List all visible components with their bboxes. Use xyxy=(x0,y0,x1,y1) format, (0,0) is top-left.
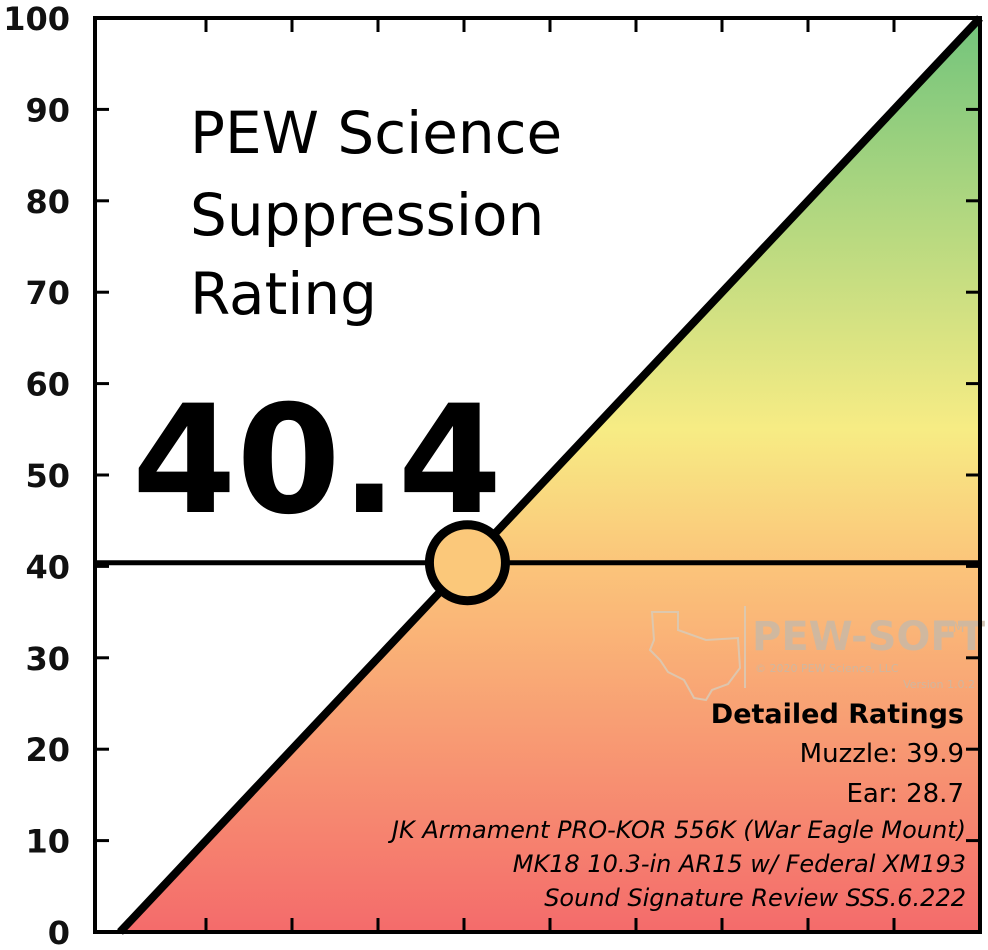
x-axis-ticks xyxy=(204,18,982,932)
y-tick-label: 20 xyxy=(25,731,70,769)
texas-outline-icon xyxy=(648,611,742,702)
y-tick-label: 100 xyxy=(3,0,70,38)
y-tick-label: 10 xyxy=(25,823,70,861)
rating-marker xyxy=(424,520,510,606)
chart-title-line-1: PEW Science xyxy=(190,99,562,167)
y-axis-ticks xyxy=(95,16,980,934)
detail-line-suppressor: JK Armament PRO-KOR 556K (War Eagle Moun… xyxy=(388,816,966,844)
watermark-tm: TM xyxy=(943,620,965,636)
detailed-ratings-heading: Detailed Ratings xyxy=(711,699,964,730)
y-tick-label: 80 xyxy=(25,183,70,221)
watermark-copyright: © 2020 PEW Science, LLC xyxy=(755,662,899,675)
y-axis-labels: 0 10 20 30 40 50 60 70 80 90 100 xyxy=(3,0,70,950)
chart-title-line-3: Rating xyxy=(190,260,377,328)
watermark-version: Version 1.0.2 xyxy=(903,678,975,691)
y-tick-label: 90 xyxy=(25,91,70,129)
y-tick-label: 70 xyxy=(25,274,70,312)
diagonal-line xyxy=(117,15,983,935)
y-tick-label: 50 xyxy=(25,457,70,495)
pew-soft-watermark: PEW-SOFT TM © 2020 PEW Science, LLC Vers… xyxy=(648,606,986,702)
muzzle-rating: Muzzle: 39.9 xyxy=(800,739,964,769)
y-tick-label: 60 xyxy=(25,366,70,404)
detail-line-review: Sound Signature Review SSS.6.222 xyxy=(544,884,966,912)
y-tick-label: 0 xyxy=(48,914,70,950)
y-tick-label: 40 xyxy=(25,548,70,586)
y-tick-label: 30 xyxy=(25,640,70,678)
rating-value: 40.4 xyxy=(132,374,502,548)
detail-line-host: MK18 10.3-in AR15 w/ Federal XM193 xyxy=(513,850,966,878)
watermark-brand: PEW-SOFT xyxy=(752,614,986,660)
chart-title-line-2: Suppression xyxy=(190,181,544,249)
ear-rating: Ear: 28.7 xyxy=(846,779,964,809)
